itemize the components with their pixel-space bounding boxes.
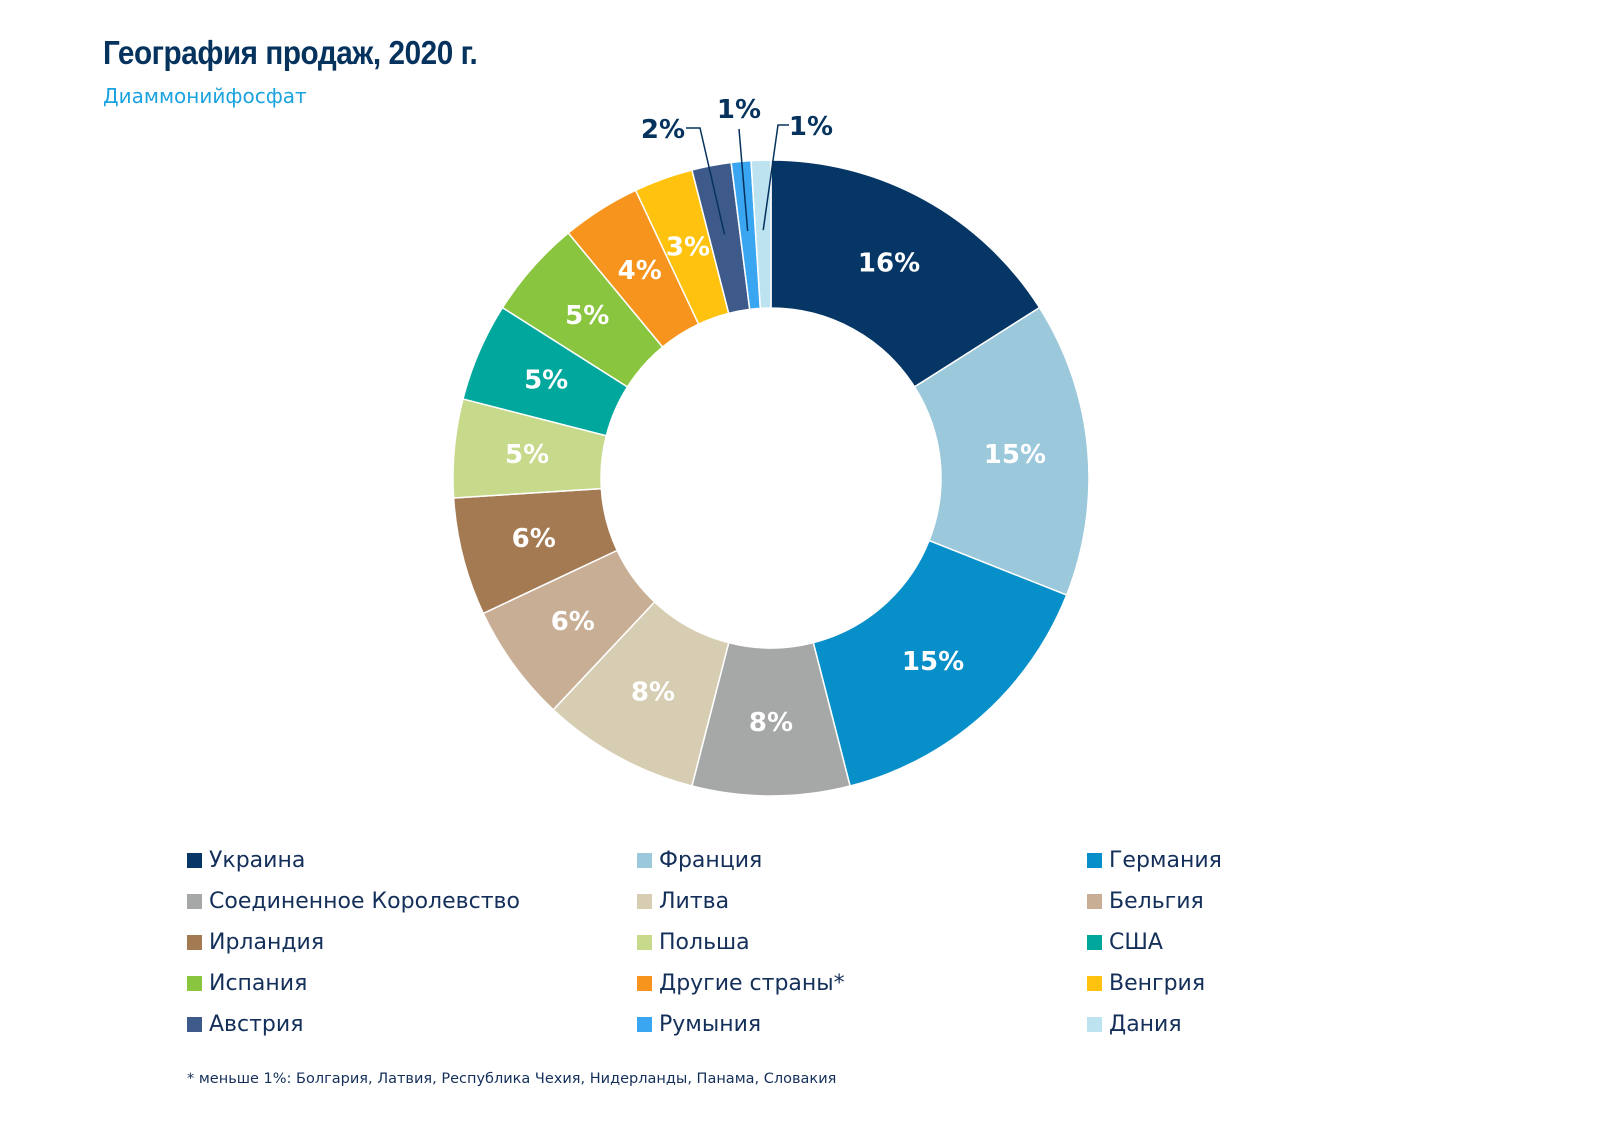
slice-label-сша: 5% xyxy=(524,366,568,396)
legend-swatch xyxy=(637,894,652,909)
legend-label: Соединенное Королевство xyxy=(209,889,520,914)
legend-item-украина: Украина xyxy=(187,840,637,881)
legend-label: Франция xyxy=(659,848,763,873)
donut-chart: 16% 15% 15% 8% 8% 6% 6% 5% 5% 5% 4%3% 2% 1% 1% xyxy=(452,95,1090,797)
slice-label-венгрия: 3% xyxy=(666,232,710,262)
legend-label: Ирландия xyxy=(209,930,325,955)
legend-swatch xyxy=(1087,1017,1102,1032)
legend-item-соединенное-королевство: Соединенное Королевство xyxy=(187,881,637,922)
legend-item-сша: США xyxy=(1087,922,1427,963)
legend-swatch xyxy=(1087,976,1102,991)
legend-item-ирландия: Ирландия xyxy=(187,922,637,963)
chart-subtitle: Диаммонийфосфат xyxy=(103,84,307,108)
slice-label-германия: 15% xyxy=(902,647,964,677)
callout-line-австрия xyxy=(686,127,726,235)
legend-label: Австрия xyxy=(209,1012,304,1037)
slice-label-ирландия: 6% xyxy=(512,524,556,554)
legend-label: Украина xyxy=(209,848,306,873)
callout-label-австрия: 2% xyxy=(641,115,685,145)
callout-line-румыния xyxy=(738,128,749,232)
legend-swatch xyxy=(187,1017,202,1032)
legend-label: Германия xyxy=(1109,848,1222,873)
slice-label-другие-страны: 4% xyxy=(618,256,662,286)
legend-swatch xyxy=(1087,853,1102,868)
legend-swatch xyxy=(637,935,652,950)
legend-item-другие-страны: Другие страны* xyxy=(637,963,1087,1004)
legend-item-австрия: Австрия xyxy=(187,1004,637,1045)
legend-swatch xyxy=(187,894,202,909)
legend-item-венгрия: Венгрия xyxy=(1087,963,1427,1004)
legend-item-германия: Германия xyxy=(1087,840,1427,881)
legend-swatch xyxy=(187,976,202,991)
slice-дания xyxy=(750,159,772,310)
chart-title: География продаж, 2020 г. xyxy=(103,34,478,71)
legend-label: Испания xyxy=(209,971,308,996)
slice-украина xyxy=(770,159,1041,388)
legend-item-польша: Польша xyxy=(637,922,1087,963)
slice-германия xyxy=(812,539,1068,787)
legend-item-румыния: Румыния xyxy=(637,1004,1087,1045)
legend-label: США xyxy=(1109,930,1163,955)
legend-swatch xyxy=(1087,935,1102,950)
chart-footnote: * меньше 1%: Болгария, Латвия, Республик… xyxy=(187,1071,837,1087)
slice-label-литва: 8% xyxy=(631,678,675,708)
slice-label-испания: 5% xyxy=(565,301,609,331)
legend-item-бельгия: Бельгия xyxy=(1087,881,1427,922)
legend-item-дания: Дания xyxy=(1087,1004,1427,1045)
legend-label: Бельгия xyxy=(1109,889,1204,914)
legend-swatch xyxy=(637,976,652,991)
legend-item-испания: Испания xyxy=(187,963,637,1004)
legend-item-литва: Литва xyxy=(637,881,1087,922)
legend-swatch xyxy=(1087,894,1102,909)
slice-label-соединенное-королевство: 8% xyxy=(749,708,793,738)
legend-swatch xyxy=(187,853,202,868)
slice-label-франция: 15% xyxy=(984,440,1046,470)
legend-swatch xyxy=(637,1017,652,1032)
legend-item-франция: Франция xyxy=(637,840,1087,881)
legend-swatch xyxy=(637,853,652,868)
callout-label-румыния: 1% xyxy=(717,95,761,125)
slice-label-польша: 5% xyxy=(505,440,549,470)
legend-label: Польша xyxy=(659,930,750,955)
callout-label-дания: 1% xyxy=(789,112,833,142)
callout-line-дания xyxy=(762,124,789,231)
slice-label-украина: 16% xyxy=(858,248,920,278)
legend-swatch xyxy=(187,935,202,950)
legend-label: Румыния xyxy=(659,1012,762,1037)
slice-франция xyxy=(913,306,1090,597)
legend-label: Венгрия xyxy=(1109,971,1206,996)
legend-label: Дания xyxy=(1109,1012,1182,1037)
legend-label: Другие страны* xyxy=(659,971,845,996)
legend-label: Литва xyxy=(659,889,730,914)
chart-legend: Украина Франция Германия Соединенное Короле… xyxy=(187,840,1427,1045)
slice-label-бельгия: 6% xyxy=(551,607,595,637)
